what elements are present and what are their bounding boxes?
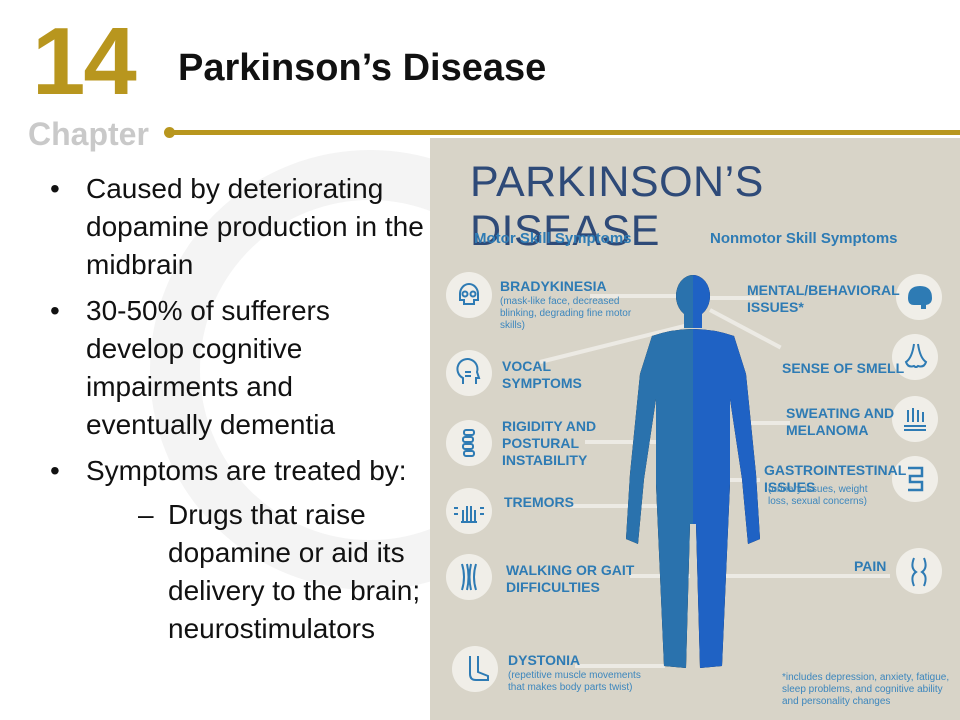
bullet-text: Symptoms are treated by: bbox=[86, 455, 407, 486]
motor-label-dystonia: DYSTONIA bbox=[508, 652, 581, 668]
foot-icon bbox=[452, 646, 498, 692]
motor-label-walking: WALKING OR GAIT DIFFICULTIES bbox=[506, 562, 635, 595]
skin-icon bbox=[892, 396, 938, 442]
connector-line bbox=[630, 574, 690, 578]
skull-icon bbox=[446, 272, 492, 318]
connector-line bbox=[590, 294, 690, 298]
connector-line bbox=[740, 421, 790, 425]
nonmotor-label-mental: MENTAL/BEHAVIORAL ISSUES* bbox=[747, 282, 900, 315]
chapter-number: 14 bbox=[32, 8, 137, 115]
motor-note-bradykinesia: (mask-like face, decreased blinking, deg… bbox=[500, 296, 632, 331]
chapter-label: Chapter bbox=[28, 116, 149, 152]
bullet-item: • Symptoms are treated by: – Drugs that ra… bbox=[46, 452, 426, 648]
bullet-item: • 30-50% of sufferers develop cognitive i… bbox=[50, 295, 336, 440]
nonmotor-note-gastro: (urinary issues, weight loss, sexual con… bbox=[768, 484, 868, 507]
connector-line bbox=[575, 664, 665, 668]
motor-label-bradykinesia: BRADYKINESIA bbox=[500, 278, 607, 294]
bullet-text: 30-50% of sufferers develop cognitive im… bbox=[86, 295, 336, 440]
connector-line bbox=[720, 478, 760, 482]
connector-line bbox=[570, 504, 680, 508]
nonmotor-label-gastro: GASTROINTESTINAL ISSUES bbox=[764, 462, 907, 495]
sub-bullet-item: – Drugs that raise dopamine or aid its de… bbox=[138, 499, 421, 644]
sub-bullet-text: Drugs that raise dopamine or aid its del… bbox=[168, 499, 421, 644]
connector-line bbox=[700, 296, 760, 300]
knee-joint-icon bbox=[896, 548, 942, 594]
nose-icon bbox=[892, 334, 938, 380]
brain-icon bbox=[896, 274, 942, 320]
motor-note-dystonia: (repetitive muscle movements that makes … bbox=[508, 670, 641, 693]
bullet-item: • Caused by deteriorating dopamine produc… bbox=[50, 173, 424, 280]
slide-title: Parkinson’s Disease bbox=[178, 47, 547, 89]
motor-label-vocal: VOCAL SYMPTOMS bbox=[502, 358, 582, 391]
bullet-list: • Caused by deteriorating dopamine produc… bbox=[46, 170, 426, 656]
spine-icon bbox=[446, 420, 492, 466]
muscle-icon bbox=[446, 554, 492, 600]
infographic-footnote: *includes depression, anxiety, fatigue, … bbox=[782, 672, 950, 707]
head-profile-icon bbox=[446, 350, 492, 396]
title-rule bbox=[170, 130, 960, 135]
nonmotor-label-pain: PAIN bbox=[854, 558, 887, 574]
title-rule-dot bbox=[164, 127, 175, 138]
motor-heading: Motor Skill Symptoms bbox=[474, 230, 632, 247]
nonmotor-label-smell: SENSE OF SMELL bbox=[782, 360, 905, 376]
intestine-icon bbox=[892, 456, 938, 502]
motor-label-rigidity: RIGIDITY AND POSTURAL INSTABILITY bbox=[502, 418, 597, 468]
parkinsons-infographic: PARKINSON’S DISEASE Motor Skill Symptoms… bbox=[430, 138, 960, 720]
nonmotor-label-sweating: SWEATING AND MELANOMA bbox=[786, 405, 895, 438]
connector-line bbox=[720, 574, 890, 578]
motor-label-tremors: TREMORS bbox=[504, 494, 574, 510]
human-body-figure bbox=[626, 275, 760, 668]
bullet-text: Caused by deteriorating dopamine product… bbox=[86, 173, 424, 280]
hand-icon bbox=[446, 488, 492, 534]
nonmotor-heading: Nonmotor Skill Symptoms bbox=[710, 230, 898, 247]
infographic-title: PARKINSON’S DISEASE bbox=[470, 158, 764, 255]
